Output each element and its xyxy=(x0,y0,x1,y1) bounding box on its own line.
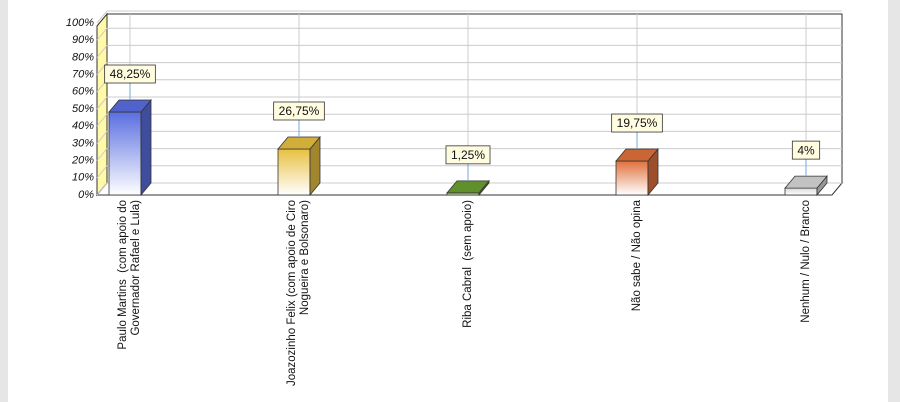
wall-grid-line xyxy=(96,96,108,110)
wall-grid-line xyxy=(96,10,108,24)
y-tick-label: 10% xyxy=(72,172,94,184)
bar-side xyxy=(140,98,152,197)
value-label: 48,25% xyxy=(110,67,151,81)
y-tick-label: 90% xyxy=(72,34,94,46)
y-tick-label: 0% xyxy=(78,189,94,201)
wall-grid-line xyxy=(96,45,108,58)
value-label-box xyxy=(104,64,156,84)
x-tick-label: Joazozinho Felix (com apoio de Ciro Nogu… xyxy=(286,200,311,387)
value-label-box xyxy=(445,145,491,165)
bar-top xyxy=(784,175,828,189)
value-label-box xyxy=(611,113,663,133)
wall-grid-line xyxy=(96,113,108,127)
value-label-box xyxy=(791,140,821,160)
value-label: 4% xyxy=(797,143,815,157)
y-tick-label: 80% xyxy=(72,51,94,63)
y-tick-label: 20% xyxy=(71,155,94,167)
wall-grid-line xyxy=(96,27,108,41)
value-label-box xyxy=(273,101,325,121)
y-tick-label: 100% xyxy=(66,17,94,29)
wall-grid-line xyxy=(96,131,108,144)
bar xyxy=(615,160,649,196)
value-label: 19,75% xyxy=(617,116,658,130)
y-tick-label: 40% xyxy=(72,120,94,132)
bar-top xyxy=(615,148,659,162)
wall-grid-line xyxy=(96,182,108,196)
wall-grid-line xyxy=(96,165,108,179)
y-tick-label: 50% xyxy=(72,103,94,115)
wall-grid-line xyxy=(96,62,108,75)
bar xyxy=(277,148,311,196)
value-label: 1,25% xyxy=(451,148,485,162)
x-tick-label: Não sabe / Não opina xyxy=(630,200,643,312)
bar-top xyxy=(108,99,152,113)
y-tick-label: 60% xyxy=(72,86,94,98)
x-tick-label: Nenhum / Nulo / Branco xyxy=(799,200,812,323)
wall-grid-line xyxy=(96,148,108,161)
value-label: 26,75% xyxy=(279,104,320,118)
x-tick-label: Riba Cabral (sem apoio) xyxy=(461,200,474,328)
bar xyxy=(784,187,818,196)
bar-top xyxy=(446,180,490,194)
x-tick-label: Paulo Martins (com apoio do Governador R… xyxy=(117,200,142,350)
y-tick-label: 30% xyxy=(72,137,94,149)
y-tick-label: 70% xyxy=(72,69,94,81)
bar xyxy=(108,111,142,196)
bar-top xyxy=(277,136,321,150)
